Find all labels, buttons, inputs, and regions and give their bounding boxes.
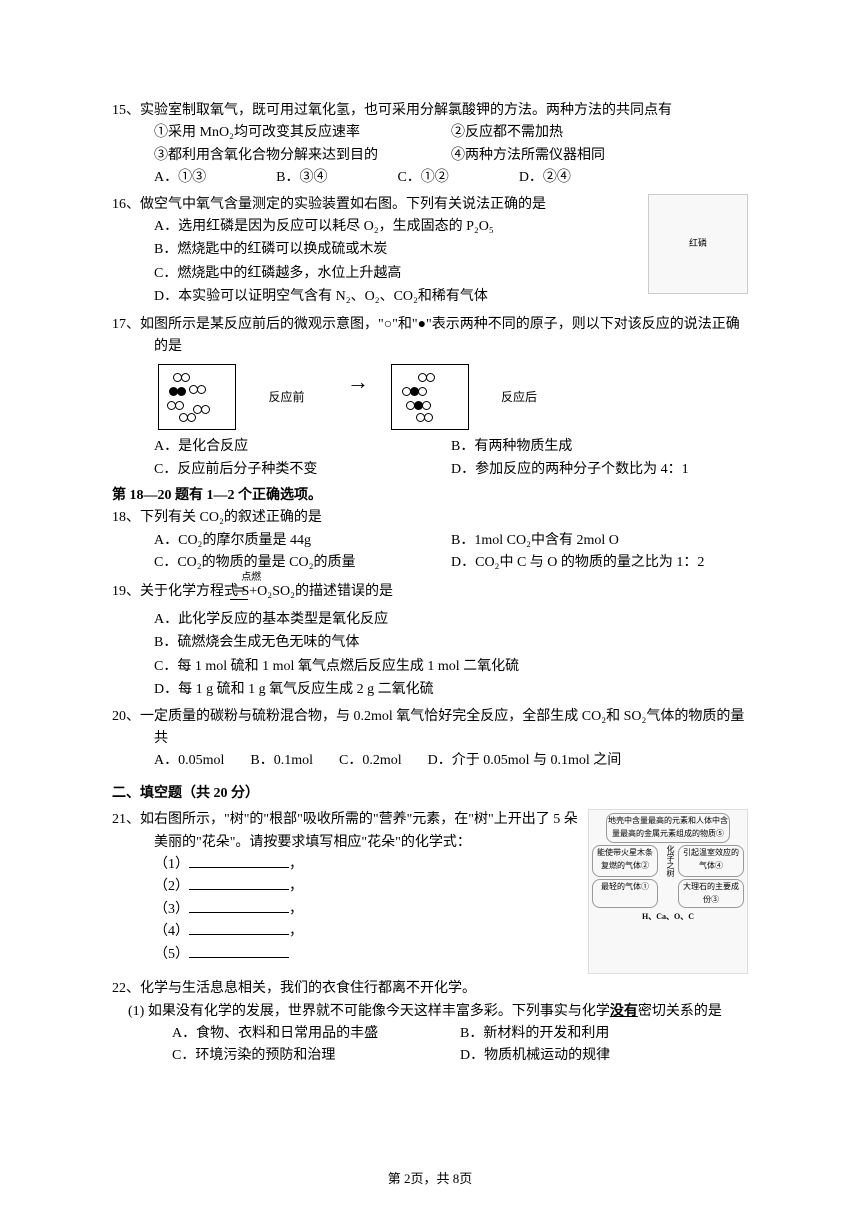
q19-stem-post: SO₂的描述错误的是	[272, 584, 393, 599]
arrow-right-icon: →	[347, 364, 369, 399]
question-18: 18、下列有关 CO₂的叙述正确的是 A．CO₂的摩尔质量是 44g B．1mo…	[112, 507, 748, 574]
blank-5	[189, 944, 289, 958]
q15-sub4: ④两种方法所需仪器相同	[451, 145, 748, 167]
q15-subs: ①采用 MnO₂均可改变其反应速率 ②反应都不需加热 ③都利用含氧化合物分解来达…	[112, 122, 748, 167]
q15-optA: A．①③	[154, 167, 206, 189]
q21-tree-diagram: 地壳中含量最高的元素和人体中含量最高的金属元素组成的物质⑤ 能使带火星木条复燃的…	[588, 809, 748, 974]
blank-4	[189, 921, 289, 935]
q18-stem: 18、下列有关 CO₂的叙述正确的是	[112, 507, 748, 529]
q17-stem: 17、如图所示是某反应前后的微观示意图，"○"和"●"表示两种不同的原子，则以下…	[112, 314, 748, 359]
q18-optB: B．1mol CO₂中含有 2mol O	[451, 530, 748, 552]
q15-optC: C．①②	[397, 167, 448, 189]
blank-2	[189, 876, 289, 890]
q20-optA: A．0.05mol	[154, 750, 224, 772]
question-17: 17、如图所示是某反应前后的微观示意图，"○"和"●"表示两种不同的原子，则以下…	[112, 314, 748, 482]
q19-optD: D．每 1 g 硫和 1 g 氧气反应生成 2 g 二氧化硫	[154, 679, 748, 701]
tree-center: 化学之树	[660, 845, 676, 877]
section-18-20-note: 第 18—20 题有 1—2 个正确选项。	[112, 485, 748, 507]
q20-optC: C．0.2mol	[339, 750, 402, 772]
q22-optB: B．新材料的开发和利用	[460, 1023, 748, 1045]
q15-sub1: ①采用 MnO₂均可改变其反应速率	[154, 122, 451, 144]
q17-optD: D．参加反应的两种分子个数比为 4：1	[451, 459, 748, 481]
tree-right1: 引起温室效应的气体④	[678, 845, 744, 877]
q19-stem-pre: 19、关于化学方程式 S+O₂	[112, 584, 272, 599]
question-15: 15、实验室制取氧气，既可用过氧化氢，也可采用分解氯酸钾的方法。两种方法的共同点…	[112, 100, 748, 190]
q17-optB: B．有两种物质生成	[451, 436, 748, 458]
q17-after-label: 反应后	[476, 388, 562, 407]
q17-diagram: 反应前 → 反应后	[112, 364, 748, 430]
blank-3	[189, 899, 289, 913]
blank-1	[189, 854, 289, 868]
page-footer: 第 2页，共 8页	[0, 1169, 860, 1190]
q17-optC: C．反应前后分子种类不变	[154, 459, 451, 481]
q19-optC: C．每 1 mol 硫和 1 mol 氧气点燃后反应生成 1 mol 二氧化硫	[154, 656, 748, 678]
q22-sub1: (1) 如果没有化学的发展，世界就不可能像今天这样丰富多彩。下列事实与化学没有密…	[128, 1001, 748, 1023]
tree-left1: 能使带火星木条复燃的气体②	[592, 845, 658, 877]
question-19: 19、关于化学方程式 S+O₂＝SO₂的描述错误的是 A．此化学反应的基本类型是…	[112, 581, 748, 702]
q15-optB: B．③④	[276, 167, 327, 189]
q19-options: A．此化学反应的基本类型是氧化反应 B．硫燃烧会生成无色无味的气体 C．每 1 …	[112, 609, 748, 702]
q19-stem: 19、关于化学方程式 S+O₂＝SO₂的描述错误的是	[112, 581, 748, 603]
q15-stem: 15、实验室制取氧气，既可用过氧化氢，也可采用分解氯酸钾的方法。两种方法的共同点…	[112, 100, 748, 122]
question-20: 20、一定质量的碳粉与硫粉混合物，与 0.2mol 氧气恰好完全反应，全部生成 …	[112, 706, 748, 773]
q22-stem: 22、化学与生活息息相关，我们的衣食住行都离不开化学。	[112, 978, 748, 1000]
q22-bold: 没有	[610, 1004, 638, 1019]
q15-sub3: ③都利用含氧化合物分解来达到目的	[154, 145, 451, 167]
tree-right2: 大理石的主要成份③	[678, 879, 744, 909]
q18-optD: D．CO₂中 C 与 O 的物质的量之比为 1：2	[451, 552, 748, 574]
q16-diagram-label: 红磷	[689, 236, 707, 250]
q17-optA: A．是化合反应	[154, 436, 451, 458]
q22-options: A．食物、衣料和日常用品的丰盛 B．新材料的开发和利用 C．环境污染的预防和治理…	[112, 1023, 748, 1068]
q18-optA: A．CO₂的摩尔质量是 44g	[154, 530, 451, 552]
q18-optC: C．CO₂的物质的量是 CO₂的质量	[154, 552, 451, 574]
q22-optA: A．食物、衣料和日常用品的丰盛	[172, 1023, 460, 1045]
section-2-heading: 二、填空题（共 20 分）	[112, 783, 748, 805]
q19-optA: A．此化学反应的基本类型是氧化反应	[154, 609, 748, 631]
q19-optB: B．硫燃烧会生成无色无味的气体	[154, 632, 748, 654]
q22-optD: D．物质机械运动的规律	[460, 1045, 748, 1067]
q15-sub2: ②反应都不需加热	[451, 122, 748, 144]
q20-optD: D．介于 0.05mol 与 0.1mol 之间	[428, 750, 622, 772]
question-21: 地壳中含量最高的元素和人体中含量最高的金属元素组成的物质⑤ 能使带火星木条复燃的…	[112, 809, 748, 974]
q18-options: A．CO₂的摩尔质量是 44g B．1mol CO₂中含有 2mol O C．C…	[112, 530, 748, 575]
q17-before-label: 反应前	[244, 388, 330, 407]
q17-after-box	[391, 364, 469, 430]
q15-optD: D．②④	[519, 167, 571, 189]
q22-optC: C．环境污染的预防和治理	[172, 1045, 460, 1067]
q17-before-box	[158, 364, 236, 430]
question-22: 22、化学与生活息息相关，我们的衣食住行都离不开化学。 (1) 如果没有化学的发…	[112, 978, 748, 1068]
q20-optB: B．0.1mol	[250, 750, 313, 772]
q20-stem: 20、一定质量的碳粉与硫粉混合物，与 0.2mol 氧气恰好完全反应，全部生成 …	[112, 706, 748, 751]
q16-diagram: 红磷	[648, 194, 748, 294]
q20-options: A．0.05mol B．0.1mol C．0.2mol D．介于 0.05mol…	[112, 750, 748, 772]
tree-left2: 最轻的气体①	[592, 879, 658, 909]
tree-root: H、Ca、O、C	[592, 911, 744, 924]
tree-top: 地壳中含量最高的元素和人体中含量最高的金属元素组成的物质⑤	[606, 813, 730, 843]
question-16: 红磷 16、做空气中氧气含量测定的实验装置如右图。下列有关说法正确的是 A．选用…	[112, 194, 748, 310]
q15-options: A．①③ B．③④ C．①② D．②④	[112, 167, 748, 189]
q17-options: A．是化合反应 B．有两种物质生成 C．反应前后分子种类不变 D．参加反应的两种…	[112, 436, 748, 481]
